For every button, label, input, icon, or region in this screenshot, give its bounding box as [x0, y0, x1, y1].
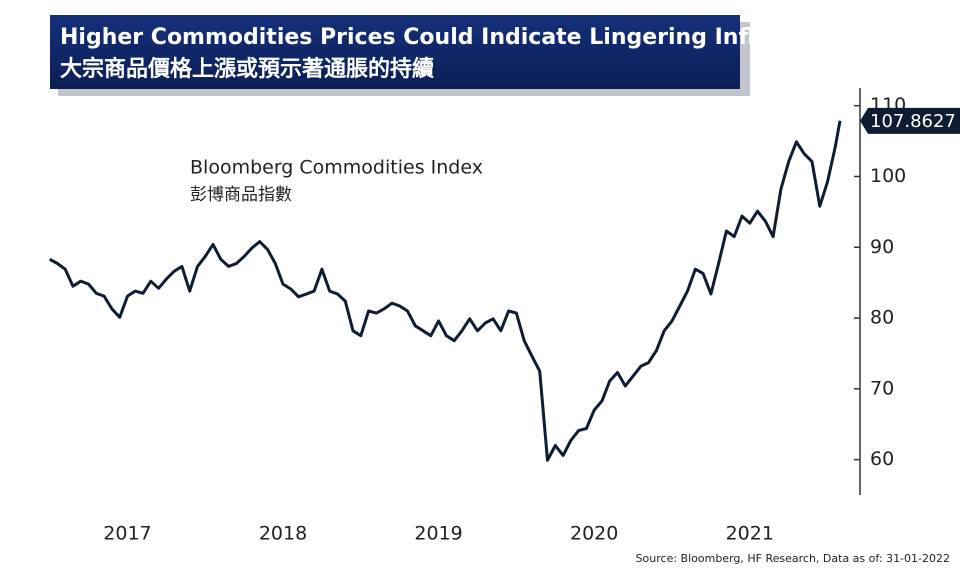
y-tick-label: 100 — [870, 165, 906, 187]
chart-subtitle: 大宗商品價格上漲或預示著通脹的持續 — [60, 56, 434, 82]
x-tick-label: 2020 — [570, 523, 618, 545]
y-tick-label: 70 — [870, 377, 894, 399]
end-label-box — [860, 107, 960, 134]
annotation-zh: 彭博商品指數 — [190, 185, 292, 205]
title-box — [50, 15, 740, 89]
y-tick-label: 90 — [870, 236, 894, 258]
x-tick-label: 2017 — [103, 523, 151, 545]
y-tick-label: 60 — [870, 448, 894, 470]
y-tick-label: 80 — [870, 307, 894, 329]
data-line — [48, 120, 842, 462]
x-tick-label: 2021 — [726, 523, 774, 545]
x-tick-label: 2018 — [259, 523, 307, 545]
source: Source: Bloomberg, HF Research, Data as … — [636, 552, 950, 565]
x-tick-label: 2019 — [414, 523, 462, 545]
end-label: 107.8627 — [870, 111, 956, 132]
annotation: Bloomberg Commodities Index — [190, 157, 483, 179]
chart-title: Higher Commodities Prices Could Indicate… — [60, 25, 818, 50]
